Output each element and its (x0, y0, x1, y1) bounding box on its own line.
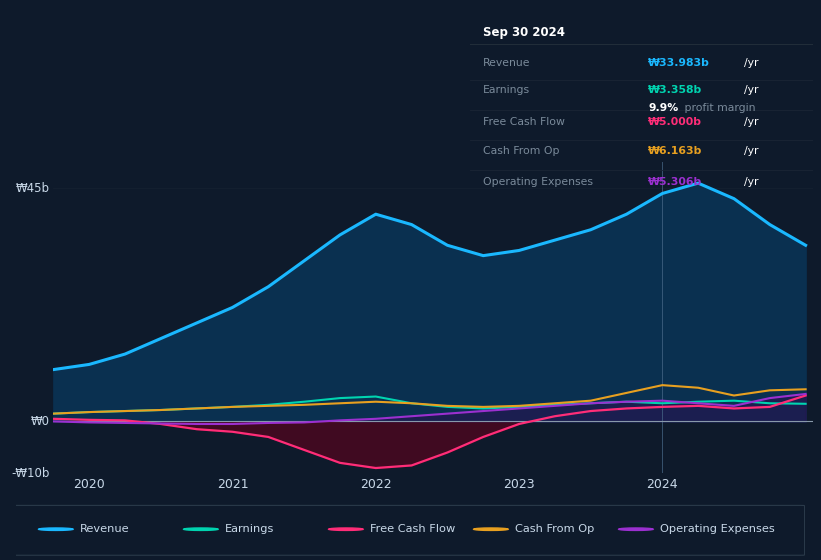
Text: -₩10b: -₩10b (11, 466, 49, 480)
Text: Operating Expenses: Operating Expenses (659, 524, 774, 534)
Text: Cash From Op: Cash From Op (484, 146, 560, 156)
Circle shape (618, 528, 654, 530)
Text: Free Cash Flow: Free Cash Flow (484, 117, 565, 127)
Text: ₩6.163b: ₩6.163b (648, 146, 703, 156)
Text: ₩0: ₩0 (30, 415, 49, 428)
Text: ₩33.983b: ₩33.983b (648, 58, 710, 68)
Text: /yr: /yr (744, 177, 759, 187)
Circle shape (328, 528, 363, 530)
Text: Sep 30 2024: Sep 30 2024 (484, 26, 566, 39)
Text: Earnings: Earnings (484, 85, 530, 95)
Text: profit margin: profit margin (681, 102, 755, 113)
Text: Revenue: Revenue (80, 524, 129, 534)
Circle shape (184, 528, 218, 530)
Circle shape (474, 528, 508, 530)
Text: Earnings: Earnings (224, 524, 274, 534)
Text: /yr: /yr (744, 58, 759, 68)
Text: /yr: /yr (744, 117, 759, 127)
Text: /yr: /yr (744, 146, 759, 156)
Text: Revenue: Revenue (484, 58, 531, 68)
Text: Free Cash Flow: Free Cash Flow (369, 524, 455, 534)
Text: /yr: /yr (744, 85, 759, 95)
Text: ₩3.358b: ₩3.358b (648, 85, 702, 95)
Text: ₩5.000b: ₩5.000b (648, 117, 702, 127)
Text: ₩45b: ₩45b (16, 182, 49, 195)
Circle shape (39, 528, 73, 530)
Text: ₩5.306b: ₩5.306b (648, 177, 702, 187)
Text: Operating Expenses: Operating Expenses (484, 177, 594, 187)
Text: 9.9%: 9.9% (648, 102, 678, 113)
Text: Cash From Op: Cash From Op (515, 524, 594, 534)
